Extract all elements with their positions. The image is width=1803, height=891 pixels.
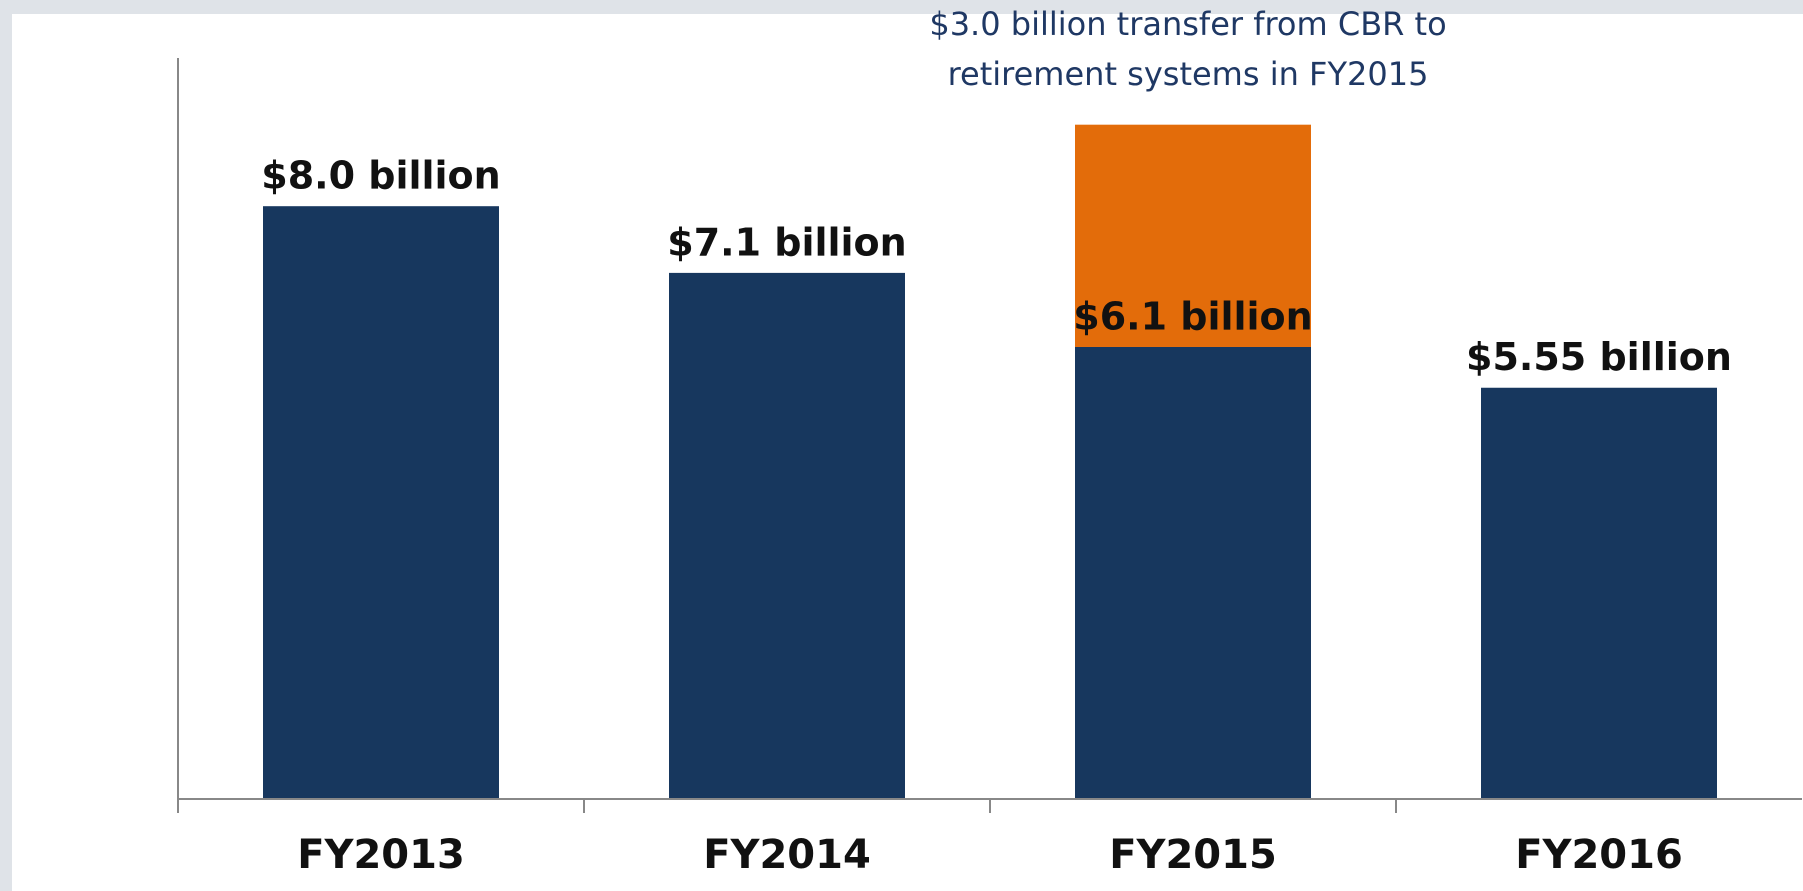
x-tick-label: FY2014 (703, 832, 871, 878)
annotation: $3.0 billion transfer from CBR to (929, 5, 1446, 43)
data-label: $6.1 billion (1073, 294, 1312, 338)
data-label: $8.0 billion (261, 154, 500, 198)
x-tick-label: FY2015 (1109, 832, 1277, 878)
data-label: $5.55 billion (1466, 335, 1732, 379)
data-label: $7.1 billion (667, 220, 906, 264)
x-tick-label: FY2016 (1515, 832, 1683, 878)
bar-segment (669, 272, 905, 799)
bar-segment (263, 206, 499, 799)
bar-segment (1075, 124, 1311, 347)
annotation: retirement systems in FY2015 (948, 55, 1429, 93)
bar-segment (1481, 387, 1717, 799)
x-tick-label: FY2013 (297, 832, 465, 878)
bar-segment (1075, 346, 1311, 799)
